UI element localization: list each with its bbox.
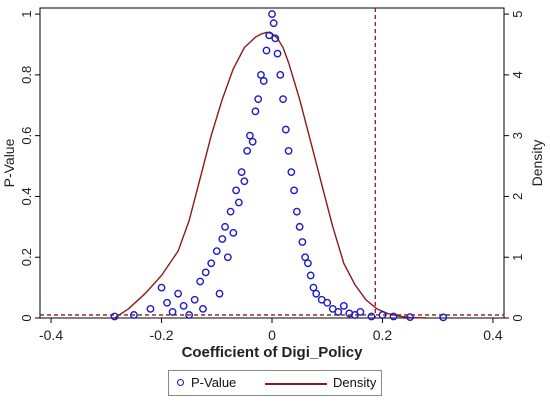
pvalue-point [304,259,312,268]
pvalue-point [185,311,194,319]
pvalue-point [290,186,298,195]
pvalue-point [287,168,296,177]
pvalue-point [254,95,263,104]
legend-label-density: Density [333,375,377,390]
pvalue-point [199,304,207,313]
pvalue-point [268,10,276,18]
pvalue-point [157,283,166,292]
pvalue-point [110,312,119,321]
pvalue-point [279,95,287,104]
y-right-tick-label: 3 [510,132,525,139]
pvalue-point [262,46,271,55]
pvalue-point [240,177,249,186]
y-left-tick-label: 0.8 [19,66,34,84]
pvalue-point [323,298,332,307]
pvalue-point [243,146,252,155]
pvalue-point [212,247,221,256]
pvalue-point [306,271,315,280]
pvalue-point [163,298,171,307]
x-axis: -0.4 -0.2 0 0.2 0.4 [39,318,503,343]
pvalue-point [223,253,232,262]
pvalue-point [201,268,210,277]
y-right-tick-label: 0 [510,314,525,321]
pvalue-point [298,238,307,246]
pvalue-point [232,186,240,195]
x-tick-label: -0.4 [39,327,63,343]
y-right-tick-label: 1 [510,254,525,261]
points-layer [110,10,448,322]
pvalue-point [190,295,199,304]
pvalue-point [367,312,376,321]
x-tick-label: 0 [268,327,276,343]
y-axis-right-label: Density [529,140,545,187]
pvalue-point [229,229,238,237]
pvalue-point [234,198,243,207]
x-tick-label: 0.2 [373,327,393,343]
density-layer [114,31,427,319]
y-axis-left: 0 0.2 0.4 0.6 0.8 1 [19,10,40,322]
legend-line-density [265,383,327,385]
pvalue-point [257,70,265,79]
pvalue-point [439,313,448,322]
pvalue-point [309,283,318,292]
pvalue-point [301,253,310,262]
density-line [114,31,427,319]
pvalue-point [179,301,188,310]
x-tick-label: -0.2 [149,327,173,343]
y-left-tick-label: 0.4 [19,187,34,205]
pvalue-point [207,259,216,268]
pvalue-point [218,235,227,243]
pvalue-point [174,289,182,298]
pvalue-point [269,19,278,28]
pvalue-point [265,31,274,40]
pvalue-point [312,289,321,298]
y-right-tick-label: 5 [510,10,525,17]
legend: P-Value Density [168,370,382,396]
legend-label-pvalue: P-Value [191,375,237,390]
pvalue-point [295,222,304,231]
pvalue-point [168,308,177,316]
pvalue-point [281,125,290,134]
pvalue-point [334,308,343,316]
y-axis-right: 0 1 2 3 4 5 [504,10,525,322]
pvalue-point [292,207,301,216]
pvalue-point [251,107,260,116]
pvalue-point [389,312,398,321]
y-right-tick-label: 2 [510,193,525,200]
x-tick-label: 0.4 [483,327,503,343]
plot-area [39,7,505,319]
pvalue-point [284,146,293,155]
pvalue-point [130,311,138,319]
y-left-tick-label: 0 [19,314,34,321]
pvalue-point [146,304,155,313]
pvalue-point [273,49,282,58]
pvalue-point [259,77,268,85]
pvalue-point [221,222,229,231]
y-axis-left-label: P-Value [1,138,17,187]
pvalue-point [356,308,365,316]
pvalue-point [237,168,246,177]
legend-marker-pvalue [177,379,184,386]
pvalue-point [215,289,224,298]
pvalue-point [276,70,285,79]
pvalue-point [406,313,414,321]
x-axis-label: Coefficient of Digi_Policy [182,344,364,361]
y-left-tick-label: 1 [19,10,34,17]
y-left-tick-label: 0.2 [19,248,34,266]
pvalue-point [339,301,348,310]
pvalue-point [271,34,280,43]
pvalue-point [248,137,257,146]
pvalue-point [226,207,235,216]
y-left-tick-label: 0.6 [19,127,34,145]
pvalue-point [196,277,205,286]
y-right-tick-label: 4 [510,71,525,78]
pvalue-point [246,131,254,140]
